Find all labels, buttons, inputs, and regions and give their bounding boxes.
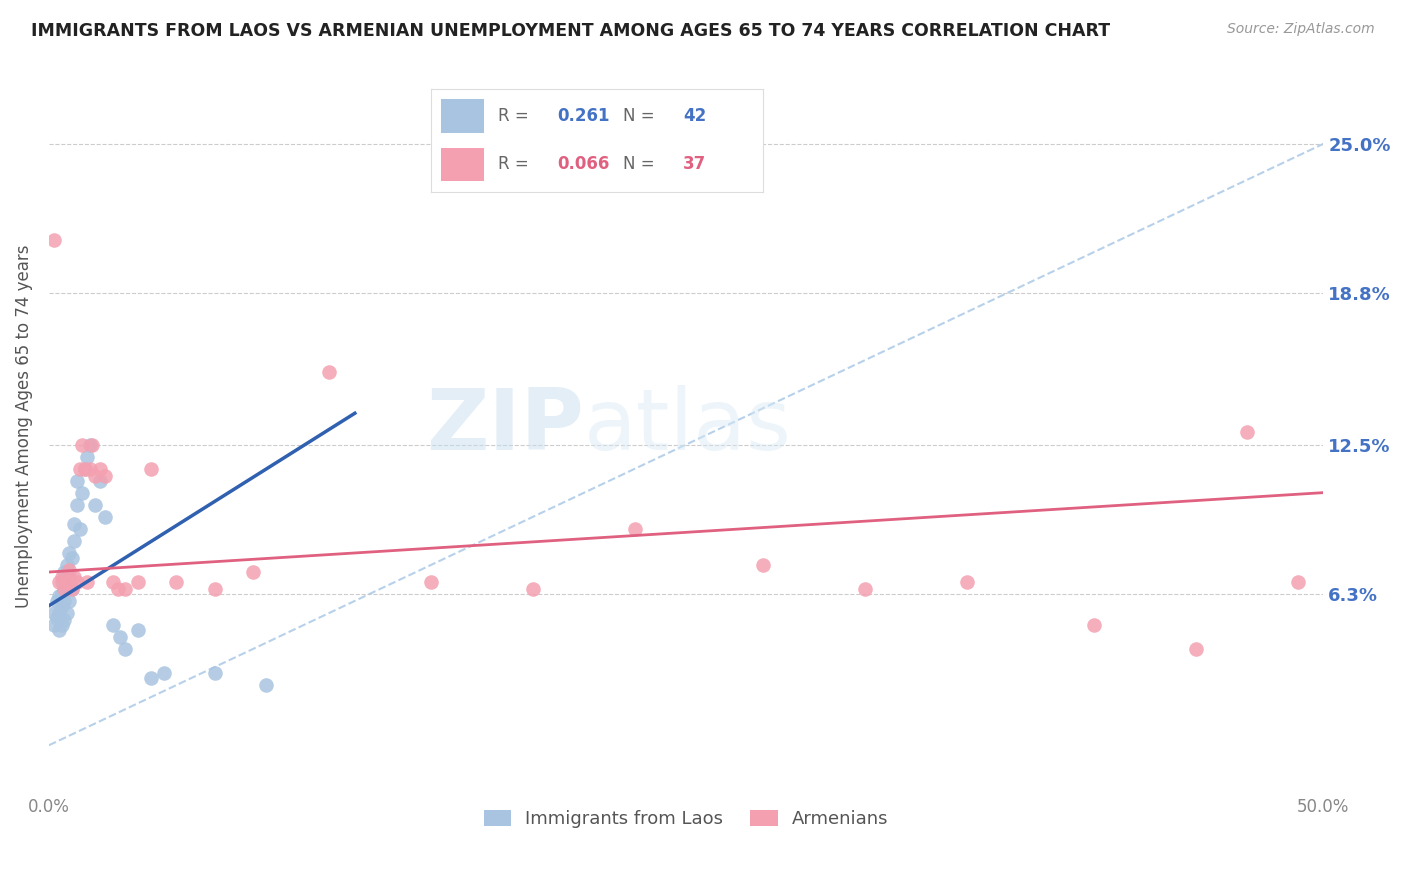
Point — [53, 594, 76, 608]
Point — [48, 574, 70, 589]
Point — [42, 618, 65, 632]
Text: Source: ZipAtlas.com: Source: ZipAtlas.com — [1227, 22, 1375, 37]
Point — [63, 533, 86, 548]
Point — [53, 565, 76, 579]
Point — [1286, 574, 1309, 589]
Point — [83, 468, 105, 483]
Point — [58, 546, 80, 560]
Point — [82, 437, 104, 451]
Point — [127, 623, 149, 637]
Point — [79, 461, 101, 475]
Point — [48, 606, 70, 620]
Point — [66, 574, 89, 589]
Point — [751, 558, 773, 572]
Point — [69, 522, 91, 536]
Point — [114, 582, 136, 596]
Y-axis label: Unemployment Among Ages 65 to 74 years: Unemployment Among Ages 65 to 74 years — [15, 244, 32, 608]
Point — [89, 474, 111, 488]
Point — [101, 574, 124, 589]
Point — [139, 671, 162, 685]
Text: atlas: atlas — [585, 385, 792, 468]
Point — [45, 594, 67, 608]
Point — [73, 461, 96, 475]
Point — [73, 461, 96, 475]
Point — [204, 666, 226, 681]
Point — [1083, 618, 1105, 632]
Point — [101, 618, 124, 632]
Point — [58, 594, 80, 608]
Point — [56, 582, 79, 596]
Point — [254, 678, 277, 692]
Point — [60, 582, 83, 596]
Point — [853, 582, 876, 596]
Point — [51, 599, 73, 613]
Point — [1185, 642, 1208, 657]
Point — [66, 474, 89, 488]
Point — [69, 461, 91, 475]
Point — [48, 589, 70, 603]
Text: ZIP: ZIP — [426, 385, 585, 468]
Point — [1236, 425, 1258, 440]
Point — [94, 468, 117, 483]
Point — [89, 461, 111, 475]
Point — [70, 437, 93, 451]
Point — [110, 630, 132, 644]
Point — [420, 574, 443, 589]
Point — [114, 642, 136, 657]
Point — [76, 450, 98, 464]
Point — [242, 565, 264, 579]
Point — [42, 606, 65, 620]
Point — [165, 574, 187, 589]
Point — [127, 574, 149, 589]
Point — [624, 522, 647, 536]
Text: IMMIGRANTS FROM LAOS VS ARMENIAN UNEMPLOYMENT AMONG AGES 65 TO 74 YEARS CORRELAT: IMMIGRANTS FROM LAOS VS ARMENIAN UNEMPLO… — [31, 22, 1111, 40]
Point — [51, 587, 73, 601]
Point — [58, 570, 80, 584]
Point — [63, 516, 86, 531]
Point — [56, 558, 79, 572]
Point — [70, 485, 93, 500]
Point — [107, 582, 129, 596]
Point — [66, 498, 89, 512]
Point — [152, 666, 174, 681]
Point — [522, 582, 544, 596]
Point — [60, 582, 83, 596]
Point — [76, 574, 98, 589]
Point — [51, 570, 73, 584]
Point — [318, 365, 340, 379]
Point — [60, 550, 83, 565]
Legend: Immigrants from Laos, Armenians: Immigrants from Laos, Armenians — [477, 803, 896, 836]
Point — [63, 570, 86, 584]
Point — [51, 618, 73, 632]
Point — [56, 606, 79, 620]
Point — [51, 574, 73, 589]
Point — [58, 563, 80, 577]
Point — [94, 509, 117, 524]
Point — [79, 437, 101, 451]
Point — [53, 613, 76, 627]
Point — [48, 623, 70, 637]
Point — [56, 574, 79, 589]
Point — [42, 233, 65, 247]
Point — [45, 611, 67, 625]
Point — [204, 582, 226, 596]
Point — [955, 574, 977, 589]
Point — [53, 582, 76, 596]
Point — [139, 461, 162, 475]
Point — [83, 498, 105, 512]
